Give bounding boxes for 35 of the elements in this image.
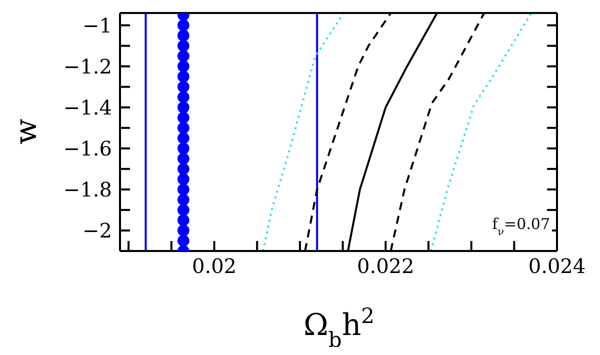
x-tick-label: 0.024 [528, 254, 586, 278]
x-tick-label: 0.02 [192, 254, 237, 278]
point [177, 80, 190, 93]
point [177, 184, 190, 196]
point [177, 152, 190, 165]
point [177, 70, 190, 83]
point [177, 30, 190, 42]
y-tick-label: −1.8 [63, 178, 112, 202]
y-tick-label: −1 [82, 13, 112, 38]
point [177, 224, 190, 236]
point [177, 112, 190, 124]
line-series [262, 13, 345, 251]
point [177, 101, 190, 114]
point [177, 122, 190, 134]
annotation: f$_{ν}$=0.07 [492, 215, 550, 238]
x-tick-label: 0.022 [356, 254, 414, 278]
point [177, 91, 190, 104]
point [177, 40, 190, 52]
point [177, 204, 190, 216]
point [177, 214, 190, 226]
point [177, 132, 190, 144]
point [177, 50, 190, 62]
point [177, 142, 190, 154]
point [177, 234, 190, 247]
point [177, 173, 190, 186]
y-tick-label: −1.2 [63, 54, 112, 78]
y-axis-title: w [9, 118, 44, 144]
x-axis-title: Ω$_{b}$h$^{2}$ [303, 304, 375, 352]
y-tick-label: −2 [82, 218, 112, 243]
point [177, 194, 190, 206]
point [177, 163, 190, 175]
y-tick-label: −1.4 [63, 95, 112, 120]
point [177, 60, 190, 72]
y-tick-label: −1.6 [63, 136, 112, 161]
point [177, 19, 190, 32]
